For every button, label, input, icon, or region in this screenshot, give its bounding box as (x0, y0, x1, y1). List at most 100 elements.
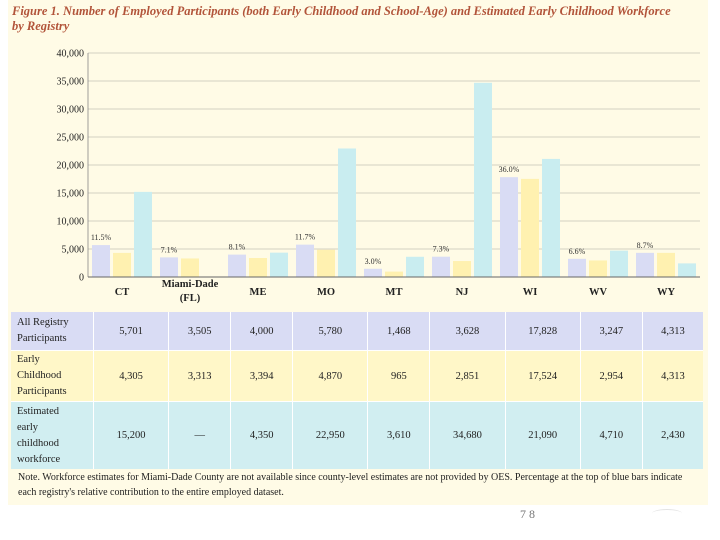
table-cell: 3,610 (367, 401, 430, 469)
table-cell: 5,701 (92, 312, 169, 351)
row-label-line: Estimated (17, 405, 59, 417)
bar-early-childhood (657, 252, 675, 277)
x-tick-label: (FL) (180, 293, 201, 304)
row-all-participants: All Registry Participants 5,701 3,505 4,000 5… (11, 312, 703, 351)
row-workforce: Estimated early childhood workforce 15,200—4… (11, 401, 703, 469)
percent-label: 11.7% (295, 233, 316, 242)
y-tick-label: 15,000 (57, 189, 85, 200)
percent-label: 11.5% (91, 233, 112, 242)
x-tick-label: Miami-Dade (162, 279, 219, 290)
table-cell: 4,710 (579, 401, 643, 469)
bar-workforce (474, 82, 492, 278)
table-cell: 34,680 (429, 401, 506, 469)
bar-early-childhood (521, 178, 539, 277)
x-tick-label: MO (317, 287, 335, 298)
percent-label: 36.0% (499, 165, 520, 174)
table-cell: 17,828 (504, 312, 581, 351)
bar-all (364, 268, 382, 277)
bar-workforce (338, 148, 356, 277)
table-cell: 4,313 (641, 312, 703, 351)
table-cell: 5,780 (292, 312, 368, 351)
table-cell: 4,000 (230, 312, 293, 351)
bar-chart: 0 5,000 10,000 15,000 20,000 25,000 30,000 35,0… (57, 49, 700, 304)
bar-all (92, 245, 110, 277)
bar-all (160, 257, 178, 277)
x-tick-label: CT (115, 287, 130, 298)
percent-label: 3.0% (365, 257, 382, 266)
bar-workforce (406, 256, 424, 277)
x-tick-label: NJ (456, 287, 469, 298)
row-label-line: early (17, 421, 38, 433)
x-tick-label: ME (250, 287, 267, 298)
y-tick-label: 10,000 (57, 217, 85, 228)
table-cell: 3,394 (230, 350, 293, 402)
row-label-line: Participants (17, 333, 67, 344)
row-label-line: Childhood (17, 370, 62, 381)
chart-note: Note. Workforce estimates for Miami-Dade… (18, 472, 683, 498)
bar-all (636, 252, 654, 277)
row-label-line: Early (17, 354, 40, 365)
y-tick-label: 20,000 (57, 161, 85, 172)
bar-workforce (542, 158, 560, 277)
percent-label: 8.7% (637, 241, 654, 250)
percent-label: 8.1% (229, 243, 246, 252)
x-tick-label: WY (657, 287, 676, 298)
table-cell: 1,468 (367, 312, 430, 351)
y-tick-label: 30,000 (57, 105, 85, 116)
row-label: Early Childhood Participants (11, 350, 94, 402)
x-tick-label: MT (386, 287, 403, 298)
table-cell: 4,305 (92, 350, 169, 402)
page-number: 7 8 (520, 507, 535, 521)
y-tick-label: 5,000 (62, 245, 85, 256)
row-label-line: All Registry (17, 317, 69, 328)
bar-workforce (678, 263, 696, 277)
bar-workforce (134, 191, 152, 277)
table-cell: 22,950 (292, 401, 368, 469)
row-label-line: workforce (17, 453, 61, 465)
table-cell: — (168, 401, 231, 469)
bar-workforce (270, 252, 288, 277)
bar-early-childhood (589, 260, 607, 277)
row-label: All Registry Participants (11, 312, 94, 351)
bar-all (228, 254, 246, 277)
figure-panel: Figure 1. Number of Employed Participant… (8, 0, 708, 505)
table-cell: 3,628 (429, 312, 506, 351)
table-cell: 4,350 (230, 401, 293, 469)
bar-all (296, 244, 314, 277)
row-early-childhood: Early Childhood Participants 4,305 3,313 3,39… (11, 350, 703, 402)
bar-workforce (610, 250, 628, 277)
table-cell: 4,313 (641, 350, 703, 402)
table-cell: 965 (367, 350, 430, 402)
table-cell: 4,870 (292, 350, 368, 402)
percent-label: 7.3% (433, 245, 450, 254)
table-cell: 17,524 (504, 350, 581, 402)
bar-all (568, 258, 586, 277)
table-cell: 3,505 (168, 312, 231, 351)
row-label-line: Participants (17, 386, 67, 397)
bar-all (500, 177, 518, 277)
data-table: All Registry Participants 5,701 3,505 4,000 5… (11, 312, 703, 469)
bar-all (432, 256, 450, 277)
table-cell: 15,200 (92, 401, 169, 469)
bar-early-childhood (317, 249, 335, 277)
bar-early-childhood (181, 258, 199, 277)
x-tick-label: WI (523, 287, 538, 298)
y-tick-label: 25,000 (57, 133, 85, 144)
y-tick-label: 40,000 (57, 49, 85, 60)
row-label-line: childhood (17, 437, 59, 449)
table-cell: 3,313 (168, 350, 231, 402)
row-label: Estimated early childhood workforce (11, 401, 94, 469)
table-cell: 21,090 (504, 401, 581, 469)
table-cell: 3,247 (579, 312, 643, 351)
y-tick-label: 0 (79, 273, 84, 284)
corner-mark (652, 509, 682, 518)
table-cell: 2,851 (429, 350, 506, 402)
bar-early-childhood (385, 271, 403, 277)
x-tick-label: WV (589, 287, 608, 298)
chart-title: Figure 1. Number of Employed Participant… (12, 4, 671, 33)
y-tick-label: 35,000 (57, 77, 85, 88)
bar-early-childhood (113, 252, 131, 277)
percent-label: 7.1% (161, 245, 178, 254)
percent-label: 6.6% (569, 247, 586, 256)
bar-early-childhood (249, 257, 267, 277)
